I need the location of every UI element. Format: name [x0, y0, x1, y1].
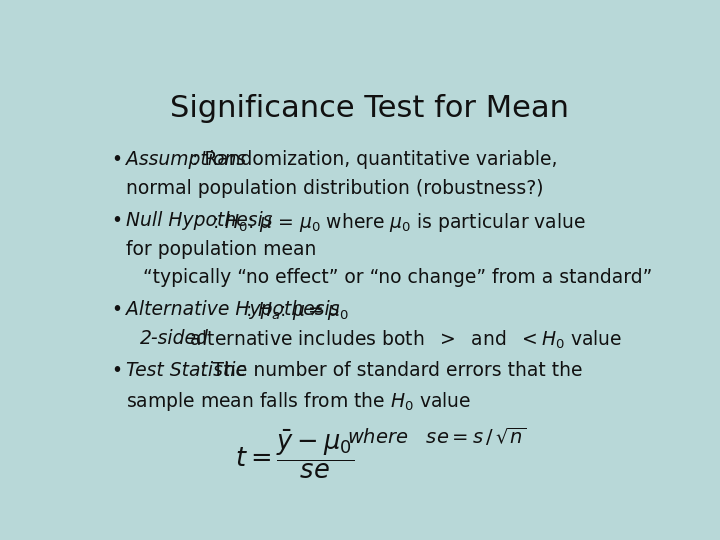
Text: Null Hypothesis: Null Hypothesis	[126, 211, 273, 229]
Text: normal population distribution (robustness?): normal population distribution (robustne…	[126, 179, 544, 198]
Text: 2-sided: 2-sided	[140, 329, 209, 348]
Text: : Randomization, quantitative variable,: : Randomization, quantitative variable,	[192, 150, 557, 169]
Text: •: •	[111, 361, 122, 380]
Text: where   $se = s\,/\,\sqrt{n}$: where $se = s\,/\,\sqrt{n}$	[347, 426, 526, 448]
Text: $t = \dfrac{\bar{y} - \mu_0}{se}$: $t = \dfrac{\bar{y} - \mu_0}{se}$	[235, 428, 354, 481]
Text: : $H_0$: $\mu$ = $\mu_0$ where $\mu_0$ is particular value: : $H_0$: $\mu$ = $\mu_0$ where $\mu_0$ i…	[212, 211, 585, 234]
Text: •: •	[111, 211, 122, 229]
Text: alternative includes both  $>$  and  $< H_0$ value: alternative includes both $>$ and $< H_0…	[184, 329, 622, 352]
Text: : $H_a$: $\mu \neq \mu_0$: : $H_a$: $\mu \neq \mu_0$	[245, 300, 348, 322]
Text: “typically “no effect” or “no change” from a standard”: “typically “no effect” or “no change” fr…	[143, 268, 652, 287]
Text: Assumptions: Assumptions	[126, 150, 246, 169]
Text: sample mean falls from the $H_0$ value: sample mean falls from the $H_0$ value	[126, 390, 472, 413]
Text: Alternative Hypothesis: Alternative Hypothesis	[126, 300, 340, 319]
Text: : The number of standard errors that the: : The number of standard errors that the	[200, 361, 583, 380]
Text: for population mean: for population mean	[126, 240, 317, 259]
Text: Test Statistic: Test Statistic	[126, 361, 246, 380]
Text: Significance Test for Mean: Significance Test for Mean	[169, 94, 569, 123]
Text: •: •	[111, 150, 122, 169]
Text: •: •	[111, 300, 122, 319]
